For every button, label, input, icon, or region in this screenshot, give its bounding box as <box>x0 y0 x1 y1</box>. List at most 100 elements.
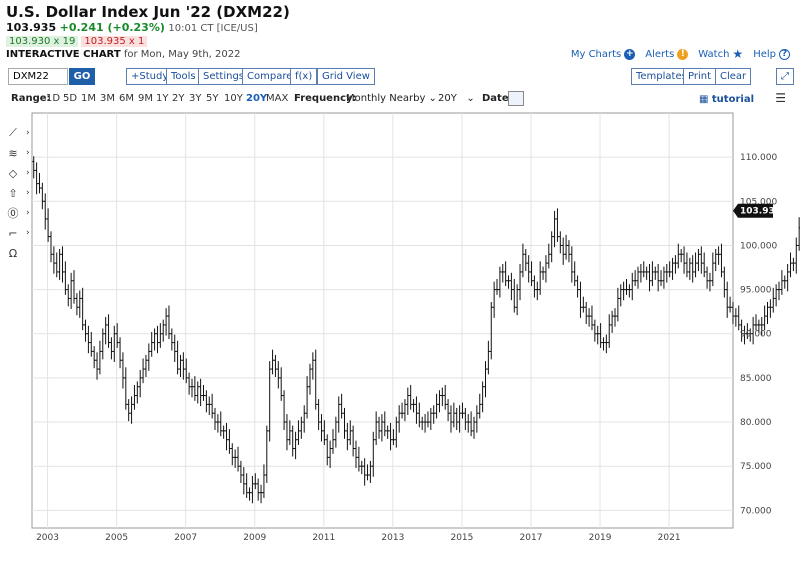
bid-badge: 103.930 x 19 <box>6 36 79 47</box>
ohlc-bar <box>273 354 277 378</box>
channel-tool[interactable]: ≋ › <box>6 143 32 163</box>
help-link[interactable]: Help ? <box>753 47 790 61</box>
range-option-5d[interactable]: 5D <box>63 93 78 104</box>
go-button[interactable]: GO <box>69 68 95 85</box>
expand-icon[interactable]: ⤢ <box>776 68 794 85</box>
chevron-right-icon: › <box>26 148 30 158</box>
range-option-20y[interactable]: 20Y <box>246 93 268 104</box>
magnet-tool[interactable]: Ω <box>6 243 32 263</box>
ohlc-bar <box>512 279 516 313</box>
ohlc-bar <box>135 381 139 404</box>
ohlc-bar <box>78 290 82 318</box>
ohlc-bar <box>158 323 162 348</box>
ohlc-bar <box>613 308 617 327</box>
range-option-3y[interactable]: 3Y <box>189 93 202 104</box>
clear-button[interactable]: Clear <box>715 68 752 85</box>
measure-tool[interactable]: ⌐ › <box>6 223 32 243</box>
help-label: Help <box>753 48 776 60</box>
exclamation-icon: ! <box>677 48 689 60</box>
period-value: 20Y <box>438 93 457 104</box>
range-option-3m[interactable]: 3M <box>100 93 115 104</box>
ohlc-bar <box>676 243 680 269</box>
ohlc-bar <box>705 266 709 289</box>
ohlc-bar <box>63 261 67 295</box>
interactive-chart-date: for Mon, May 9th, 2022 <box>123 49 241 60</box>
ohlc-bar <box>561 237 565 265</box>
quote-line: 103.935 +0.241 (+0.23%) 10:01 CT [ICE/US… <box>6 21 258 34</box>
ohlc-bar <box>121 352 125 389</box>
ohlc-bar <box>650 261 654 287</box>
range-option-max[interactable]: MAX <box>266 93 289 104</box>
ohlc-bar <box>190 378 194 398</box>
ohlc-bar <box>518 263 522 301</box>
ohlc-bar <box>66 284 70 307</box>
ohlc-bar <box>377 416 381 439</box>
grid-view-button[interactable]: Grid View <box>317 68 375 85</box>
chevron-right-icon: › <box>26 128 30 138</box>
ohlc-bar <box>394 416 398 448</box>
ohlc-bar <box>184 358 188 384</box>
ohlc-bar <box>616 287 620 322</box>
ohlc-bar <box>789 252 793 278</box>
ohlc-bar <box>259 484 263 504</box>
ohlc-bar <box>492 281 496 318</box>
range-option-5y[interactable]: 5Y <box>206 93 219 104</box>
ohlc-bar <box>98 340 102 375</box>
symbol-input[interactable] <box>8 68 68 85</box>
function-button[interactable]: f(x) <box>290 68 318 85</box>
ohlc-bar <box>181 352 185 380</box>
settings-button[interactable]: Settings <box>198 68 250 85</box>
ohlc-bar <box>155 325 159 354</box>
shape-tool[interactable]: ◇ › <box>6 163 32 183</box>
ohlc-bar <box>86 325 90 354</box>
ohlc-bar <box>61 246 65 283</box>
ohlc-bar <box>55 252 59 278</box>
ohlc-bar <box>248 487 252 501</box>
tutorial-link[interactable]: ▦ tutorial <box>699 94 754 105</box>
ohlc-bar <box>69 272 73 310</box>
ohlc-bar <box>699 246 703 274</box>
ohlc-bar <box>475 405 479 433</box>
calendar-icon[interactable] <box>508 91 524 106</box>
chevron-right-icon: › <box>26 168 30 178</box>
ohlc-bar <box>587 308 591 327</box>
watch-link[interactable]: Watch ★ <box>698 47 743 61</box>
annotation-tool[interactable]: ⓪ › <box>6 203 32 223</box>
tutorial-label: tutorial <box>711 94 754 105</box>
ohlc-bar <box>202 384 206 401</box>
ohlc-bar <box>768 299 772 318</box>
last-price: 103.935 <box>6 21 57 34</box>
range-option-1y[interactable]: 1Y <box>156 93 169 104</box>
ohlc-bar <box>302 405 306 433</box>
range-option-2y[interactable]: 2Y <box>172 93 185 104</box>
ohlc-bar <box>581 296 585 313</box>
range-option-6m[interactable]: 6M <box>119 93 134 104</box>
ohlc-bar <box>40 182 44 210</box>
arrow-tool[interactable]: ⇧ › <box>6 183 32 203</box>
ohlc-bar <box>714 248 718 272</box>
ohlc-bar <box>636 266 640 289</box>
measure-icon: ⌐ <box>8 226 18 240</box>
range-option-9m[interactable]: 9M <box>138 93 153 104</box>
ohlc-bar <box>308 363 312 395</box>
ohlc-bar <box>230 443 234 466</box>
ohlc-bar <box>748 328 752 342</box>
ohlc-bar <box>625 279 629 295</box>
ohlc-bar <box>553 211 557 248</box>
range-option-1d[interactable]: 1D <box>46 93 61 104</box>
ohlc-bar <box>633 270 637 287</box>
range-option-1m[interactable]: 1M <box>81 93 96 104</box>
ohlc-bar <box>222 425 226 439</box>
trendline-tool[interactable]: ⟋ › <box>6 123 32 143</box>
alerts-link[interactable]: Alerts ! <box>645 47 689 61</box>
hamburger-menu-icon[interactable]: ☰ <box>775 91 786 105</box>
ohlc-bar <box>780 270 784 295</box>
frequency-select[interactable]: Monthly Nearby ⌄ <box>346 93 437 104</box>
ohlc-bar <box>544 255 548 283</box>
period-select[interactable]: 20Y ⌄ <box>438 93 475 104</box>
ohlc-bar <box>204 390 208 413</box>
range-option-10y[interactable]: 10Y <box>224 93 243 104</box>
my-charts-link[interactable]: My Charts + <box>571 47 636 61</box>
ohlc-bar <box>130 396 134 424</box>
